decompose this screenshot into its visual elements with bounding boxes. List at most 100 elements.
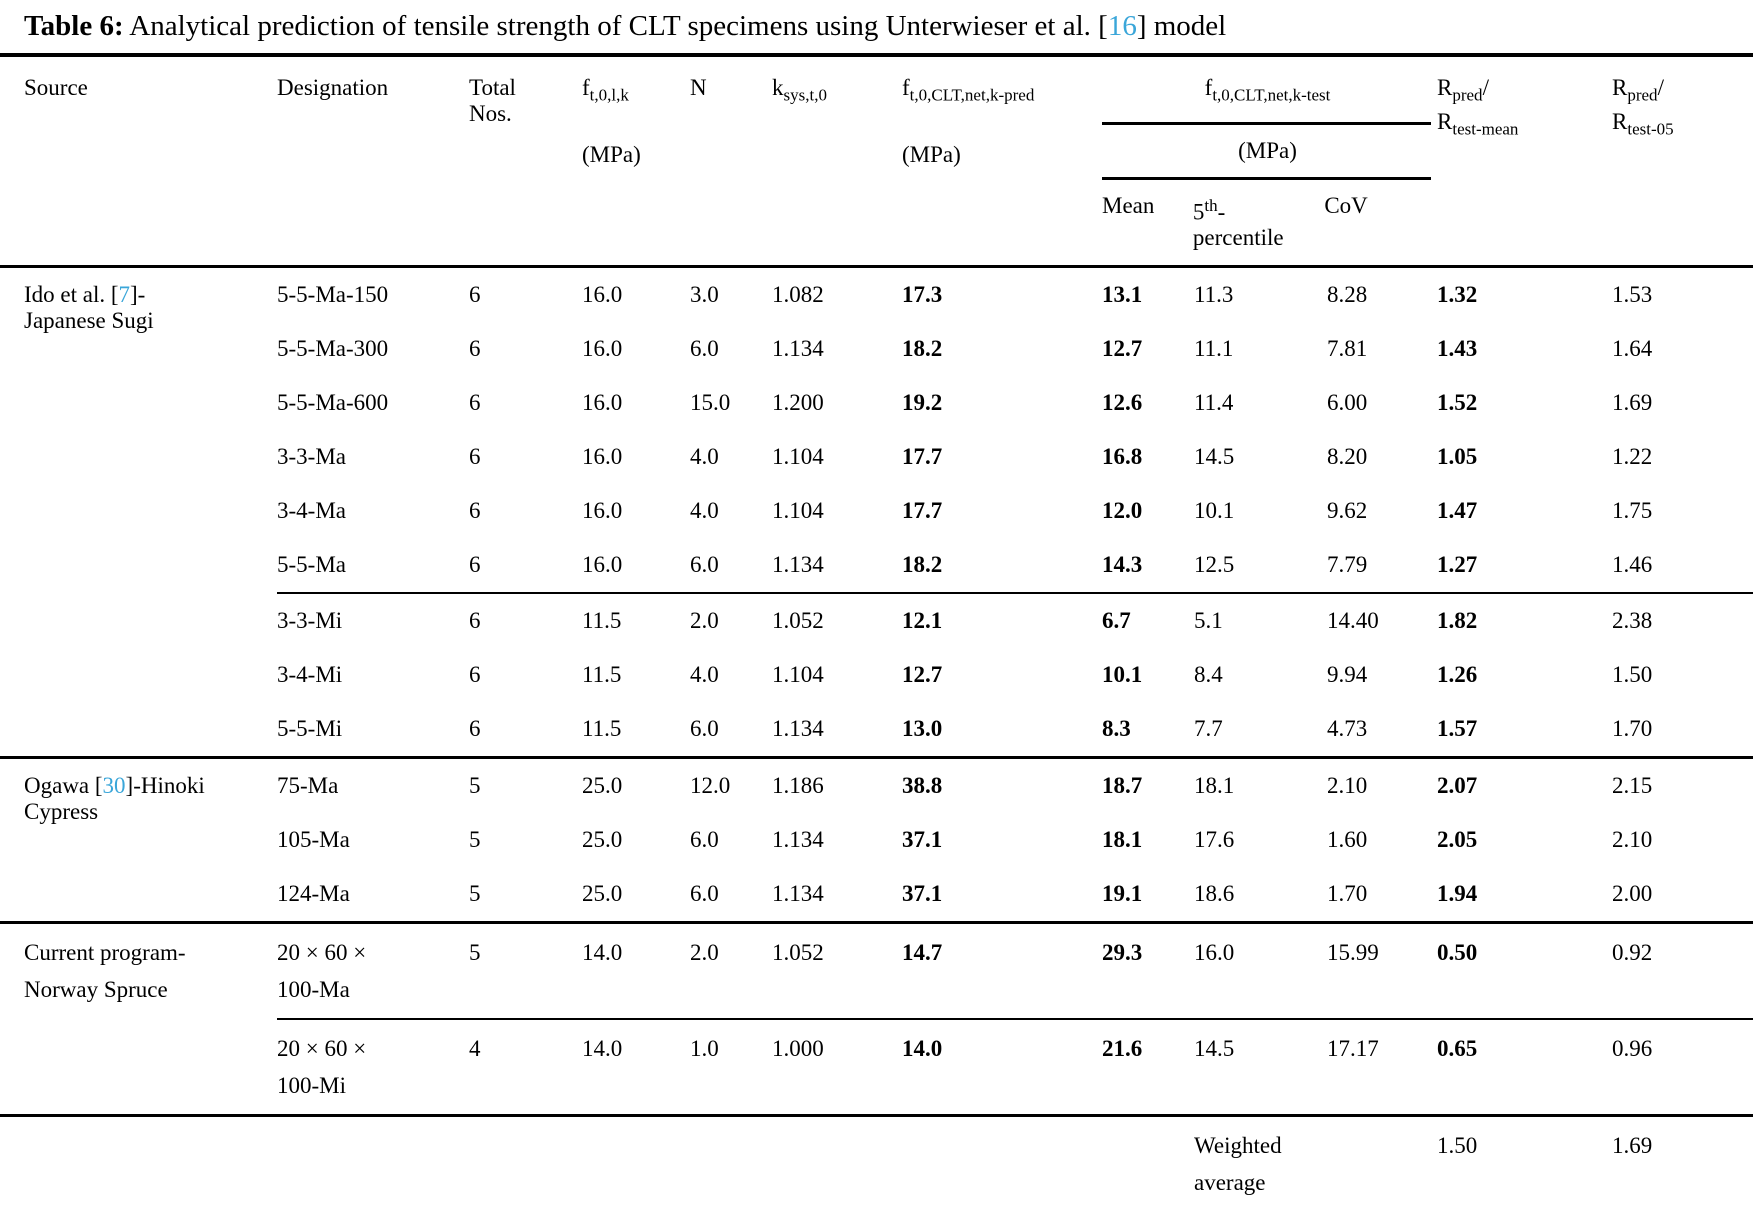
cell-rmean: 1.27 [1437, 538, 1612, 595]
cell-n: 1.0 [690, 1036, 719, 1062]
cell-n: 4.0 [690, 662, 719, 688]
cell-rmean: 1.94 [1437, 881, 1478, 907]
cell-fpred: 13.0 [902, 716, 943, 742]
table-row: Ogawa [30]-Hinoki Cypress 75-Ma 5 25.0 12… [0, 756, 1753, 923]
cell-ksys: 1.134 [772, 827, 824, 853]
cell-n: 6.0 [690, 538, 772, 595]
cell-total: 6 [469, 282, 481, 308]
fpred-symbol: ft,0,CLT,net,k-pred [902, 75, 1035, 105]
cell-n: 3.0 [690, 282, 719, 308]
cell-r05: 1.64 [1612, 336, 1653, 362]
cell-total: 5 [469, 756, 582, 814]
cell-cov: 1.60 [1327, 827, 1368, 853]
cell-ksys: 1.186 [772, 756, 902, 814]
citation-ref-7[interactable]: 7 [118, 282, 131, 308]
cell-p5: 10.1 [1194, 498, 1235, 524]
cell-cov: 8.28 [1327, 282, 1368, 308]
cell-total: 6 [469, 608, 481, 634]
table-row: 5-5-Ma 6 16.0 6.0 1.134 18.2 14.3 12.5 7… [0, 538, 1753, 595]
cell-ft0lk: 11.5 [582, 662, 622, 688]
cell-r05: 2.00 [1612, 881, 1653, 907]
cell-n: 4.0 [690, 444, 719, 470]
source-text-line2: Norway Spruce [24, 977, 168, 1003]
cell-r05: 1.50 [1612, 662, 1653, 688]
cell-ft0lk: 11.5 [582, 608, 622, 634]
cell-cov: 1.70 [1327, 881, 1368, 907]
source-text-line2: Japanese Sugi [24, 308, 154, 334]
cell-total: 5 [469, 921, 582, 1021]
ft0lk-symbol: ft,0,l,k [582, 75, 629, 105]
table-caption-label: Table 6: [24, 10, 124, 42]
cell-fpred: 17.3 [902, 282, 943, 308]
cell-ft0lk: 25.0 [582, 756, 690, 814]
cell-mean: 12.0 [1102, 498, 1143, 524]
cell-ksys: 1.104 [772, 662, 824, 688]
col-header-fpred: ft,0,CLT,net,k-pred (MPa) [902, 55, 1102, 269]
table-row: 105-Ma 5 25.0 6.0 1.134 37.1 18.1 17.6 1… [0, 813, 1753, 867]
cell-ksys: 1.134 [772, 716, 824, 742]
table-header: Source Designation Total Nos. ft,0,l,k (MP… [0, 55, 1753, 269]
cell-total: 6 [469, 390, 481, 416]
cell-rmean: 1.05 [1437, 444, 1478, 470]
tensile-strength-table: Source Designation Total Nos. ft,0,l,k (MP… [0, 53, 1753, 1220]
cell-ft0lk: 14.0 [582, 1036, 623, 1062]
source-text: Current program- [24, 940, 186, 966]
cell-r05: 1.75 [1612, 498, 1653, 524]
cell-r05: 1.22 [1612, 444, 1653, 470]
cell-ksys: 1.052 [772, 608, 824, 634]
cell-mean: 18.7 [1102, 756, 1194, 814]
cell-designation: 3-3-Mi [277, 608, 343, 634]
cell-fpred: 37.1 [902, 827, 943, 853]
cell-fpred: 14.7 [902, 921, 1102, 1021]
cell-cov: 14.40 [1327, 608, 1379, 634]
cell-cov: 6.00 [1327, 390, 1368, 416]
cell-ft0lk: 11.5 [582, 716, 622, 742]
cell-cov: 9.94 [1327, 662, 1368, 688]
table-row: 20 × 60 × 100-Mi 4 14.0 1.0 1.000 14.0 2… [0, 1019, 1753, 1116]
cell-ft0lk: 16.0 [582, 336, 623, 362]
cell-designation: 5-5-Ma [277, 538, 469, 595]
cell-fpred: 17.7 [902, 444, 943, 470]
cell-designation: 5-5-Ma-300 [277, 336, 389, 362]
cell-r05: 0.96 [1612, 1036, 1653, 1062]
cell-ft0lk: 14.0 [582, 921, 690, 1021]
citation-ref-30[interactable]: 30 [102, 773, 126, 799]
cell-mean: 13.1 [1102, 282, 1143, 308]
cell-fpred: 38.8 [902, 756, 1102, 814]
cell-p5: 11.1 [1194, 336, 1234, 362]
table-row: Ido et al. [7]- Japanese Sugi 5-5-Ma-150 … [0, 267, 1753, 333]
cell-designation: 20 × 60 × 100-Mi [277, 1036, 367, 1099]
cell-designation: 5-5-Mi [277, 716, 343, 742]
table-caption-tail: ] model [1136, 10, 1227, 42]
cell-p5: 17.6 [1194, 827, 1235, 853]
cell-ksys: 1.104 [772, 498, 824, 524]
citation-ref-16[interactable]: 16 [1107, 10, 1137, 42]
cell-r05: 2.38 [1612, 608, 1653, 634]
cell-r05: 1.69 [1612, 390, 1653, 416]
total-line2: Nos. [469, 101, 512, 126]
cell-n: 6.0 [690, 881, 719, 907]
cell-p5: 8.4 [1194, 662, 1223, 688]
cell-rmean: 1.32 [1437, 282, 1478, 308]
cell-n: 2.0 [690, 608, 719, 634]
cell-rmean: 2.07 [1437, 756, 1612, 814]
table-row: 124-Ma 5 25.0 6.0 1.134 37.1 19.1 18.6 1… [0, 867, 1753, 923]
col-header-ftest-group: ft,0,CLT,net,k-test (MPa) Mean 5th-perce… [1102, 55, 1437, 269]
cell-ft0lk: 16.0 [582, 444, 623, 470]
weighted-average-rmean: 1.50 [1437, 1114, 1612, 1220]
cell-total: 5 [469, 827, 481, 853]
source-cell-ogawa: Ogawa [30]-Hinoki Cypress [0, 756, 277, 923]
cell-rmean: 0.65 [1437, 1036, 1478, 1062]
cell-p5: 7.7 [1194, 716, 1223, 742]
col-header-mean: Mean [1102, 192, 1155, 218]
ftest-symbol: ft,0,CLT,net,k-test [1204, 75, 1331, 105]
table-row: 3-4-Ma 6 16.0 4.0 1.104 17.7 12.0 10.1 9… [0, 484, 1753, 538]
weighted-average-label: Weighted average [1194, 1114, 1327, 1220]
source-cell-current-program: Current program- Norway Spruce [0, 921, 277, 1117]
cell-fpred: 14.0 [902, 1036, 943, 1062]
col-header-designation: Designation [277, 55, 469, 269]
cell-total: 6 [469, 444, 481, 470]
cell-mean: 29.3 [1102, 921, 1194, 1021]
cell-cov: 7.81 [1327, 336, 1368, 362]
